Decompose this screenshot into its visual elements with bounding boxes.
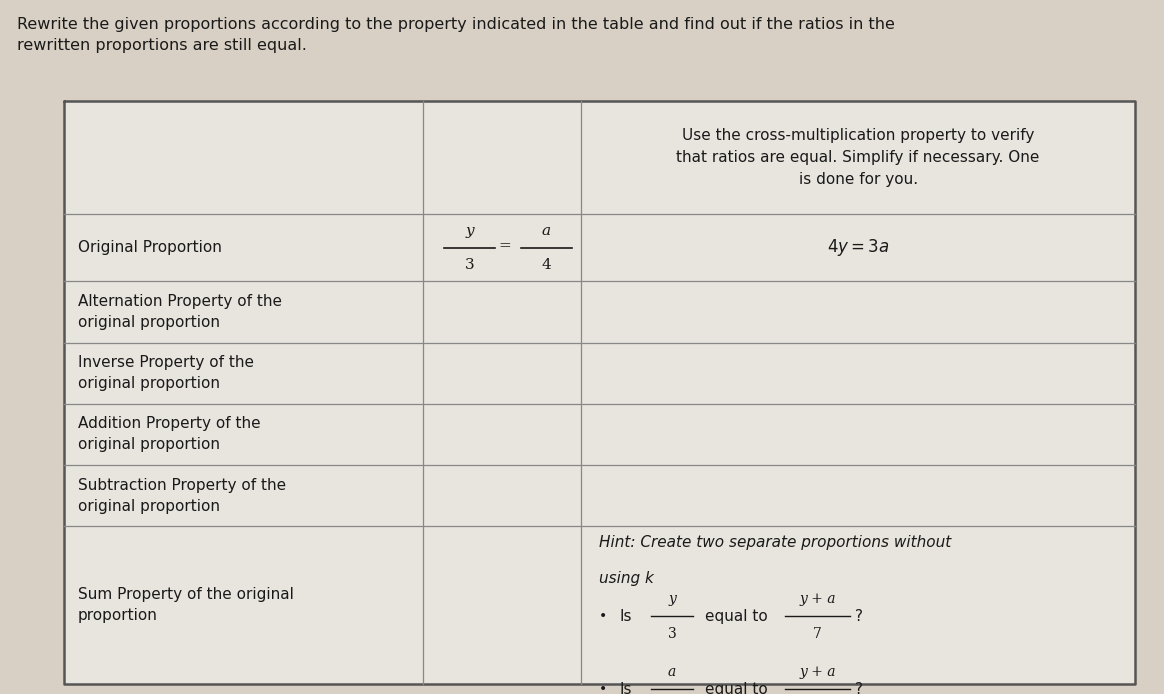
Text: y + a: y + a	[800, 592, 836, 606]
Text: Addition Property of the
original proportion: Addition Property of the original propor…	[78, 416, 261, 452]
Bar	[581, 214, 1135, 281]
Bar	[423, 281, 581, 343]
Bar	[581, 281, 1135, 343]
Text: equal to: equal to	[704, 609, 767, 624]
Text: =: =	[498, 239, 511, 253]
Text: Original Proportion: Original Proportion	[78, 240, 222, 255]
Text: Inverse Property of the
original proportion: Inverse Property of the original proport…	[78, 355, 254, 391]
Text: Hint: Create two separate proportions without: Hint: Create two separate proportions wi…	[598, 534, 951, 550]
Text: Is: Is	[619, 682, 632, 694]
Bar	[64, 404, 423, 465]
Bar	[581, 101, 1135, 214]
Text: Is: Is	[619, 609, 632, 624]
Text: Subtraction Property of the
original proportion: Subtraction Property of the original pro…	[78, 477, 286, 514]
Bar	[581, 404, 1135, 465]
Bar	[423, 404, 581, 465]
Bar	[423, 214, 581, 281]
Bar	[581, 343, 1135, 404]
Text: y + a: y + a	[800, 665, 836, 679]
Text: 3: 3	[464, 257, 474, 271]
Bar	[64, 281, 423, 343]
Text: 4: 4	[541, 257, 551, 271]
Text: •: •	[598, 609, 606, 623]
Text: 3: 3	[668, 627, 676, 641]
Text: a: a	[541, 224, 551, 238]
Bar	[64, 465, 423, 526]
Bar	[64, 343, 423, 404]
Text: Use the cross-multiplication property to verify
that ratios are equal. Simplify : Use the cross-multiplication property to…	[676, 128, 1039, 187]
Bar	[423, 101, 581, 214]
Bar	[423, 465, 581, 526]
Text: 7: 7	[814, 627, 822, 641]
Bar	[581, 526, 1135, 684]
Text: $4y = 3a$: $4y = 3a$	[826, 237, 889, 258]
Text: y: y	[668, 592, 676, 606]
Text: y: y	[466, 224, 474, 238]
Text: •: •	[598, 682, 606, 694]
Bar	[64, 214, 423, 281]
Bar	[64, 526, 423, 684]
Text: ?: ?	[854, 609, 863, 624]
Bar	[581, 465, 1135, 526]
Text: Rewrite the given proportions according to the property indicated in the table a: Rewrite the given proportions according …	[17, 17, 895, 53]
Text: equal to: equal to	[704, 682, 767, 694]
Text: using k: using k	[598, 570, 654, 586]
Bar	[423, 526, 581, 684]
Text: a: a	[668, 665, 676, 679]
Text: Alternation Property of the
original proportion: Alternation Property of the original pro…	[78, 294, 282, 330]
Text: ?: ?	[854, 682, 863, 694]
Bar	[64, 101, 423, 214]
Bar	[423, 343, 581, 404]
Text: Sum Property of the original
proportion: Sum Property of the original proportion	[78, 587, 293, 623]
